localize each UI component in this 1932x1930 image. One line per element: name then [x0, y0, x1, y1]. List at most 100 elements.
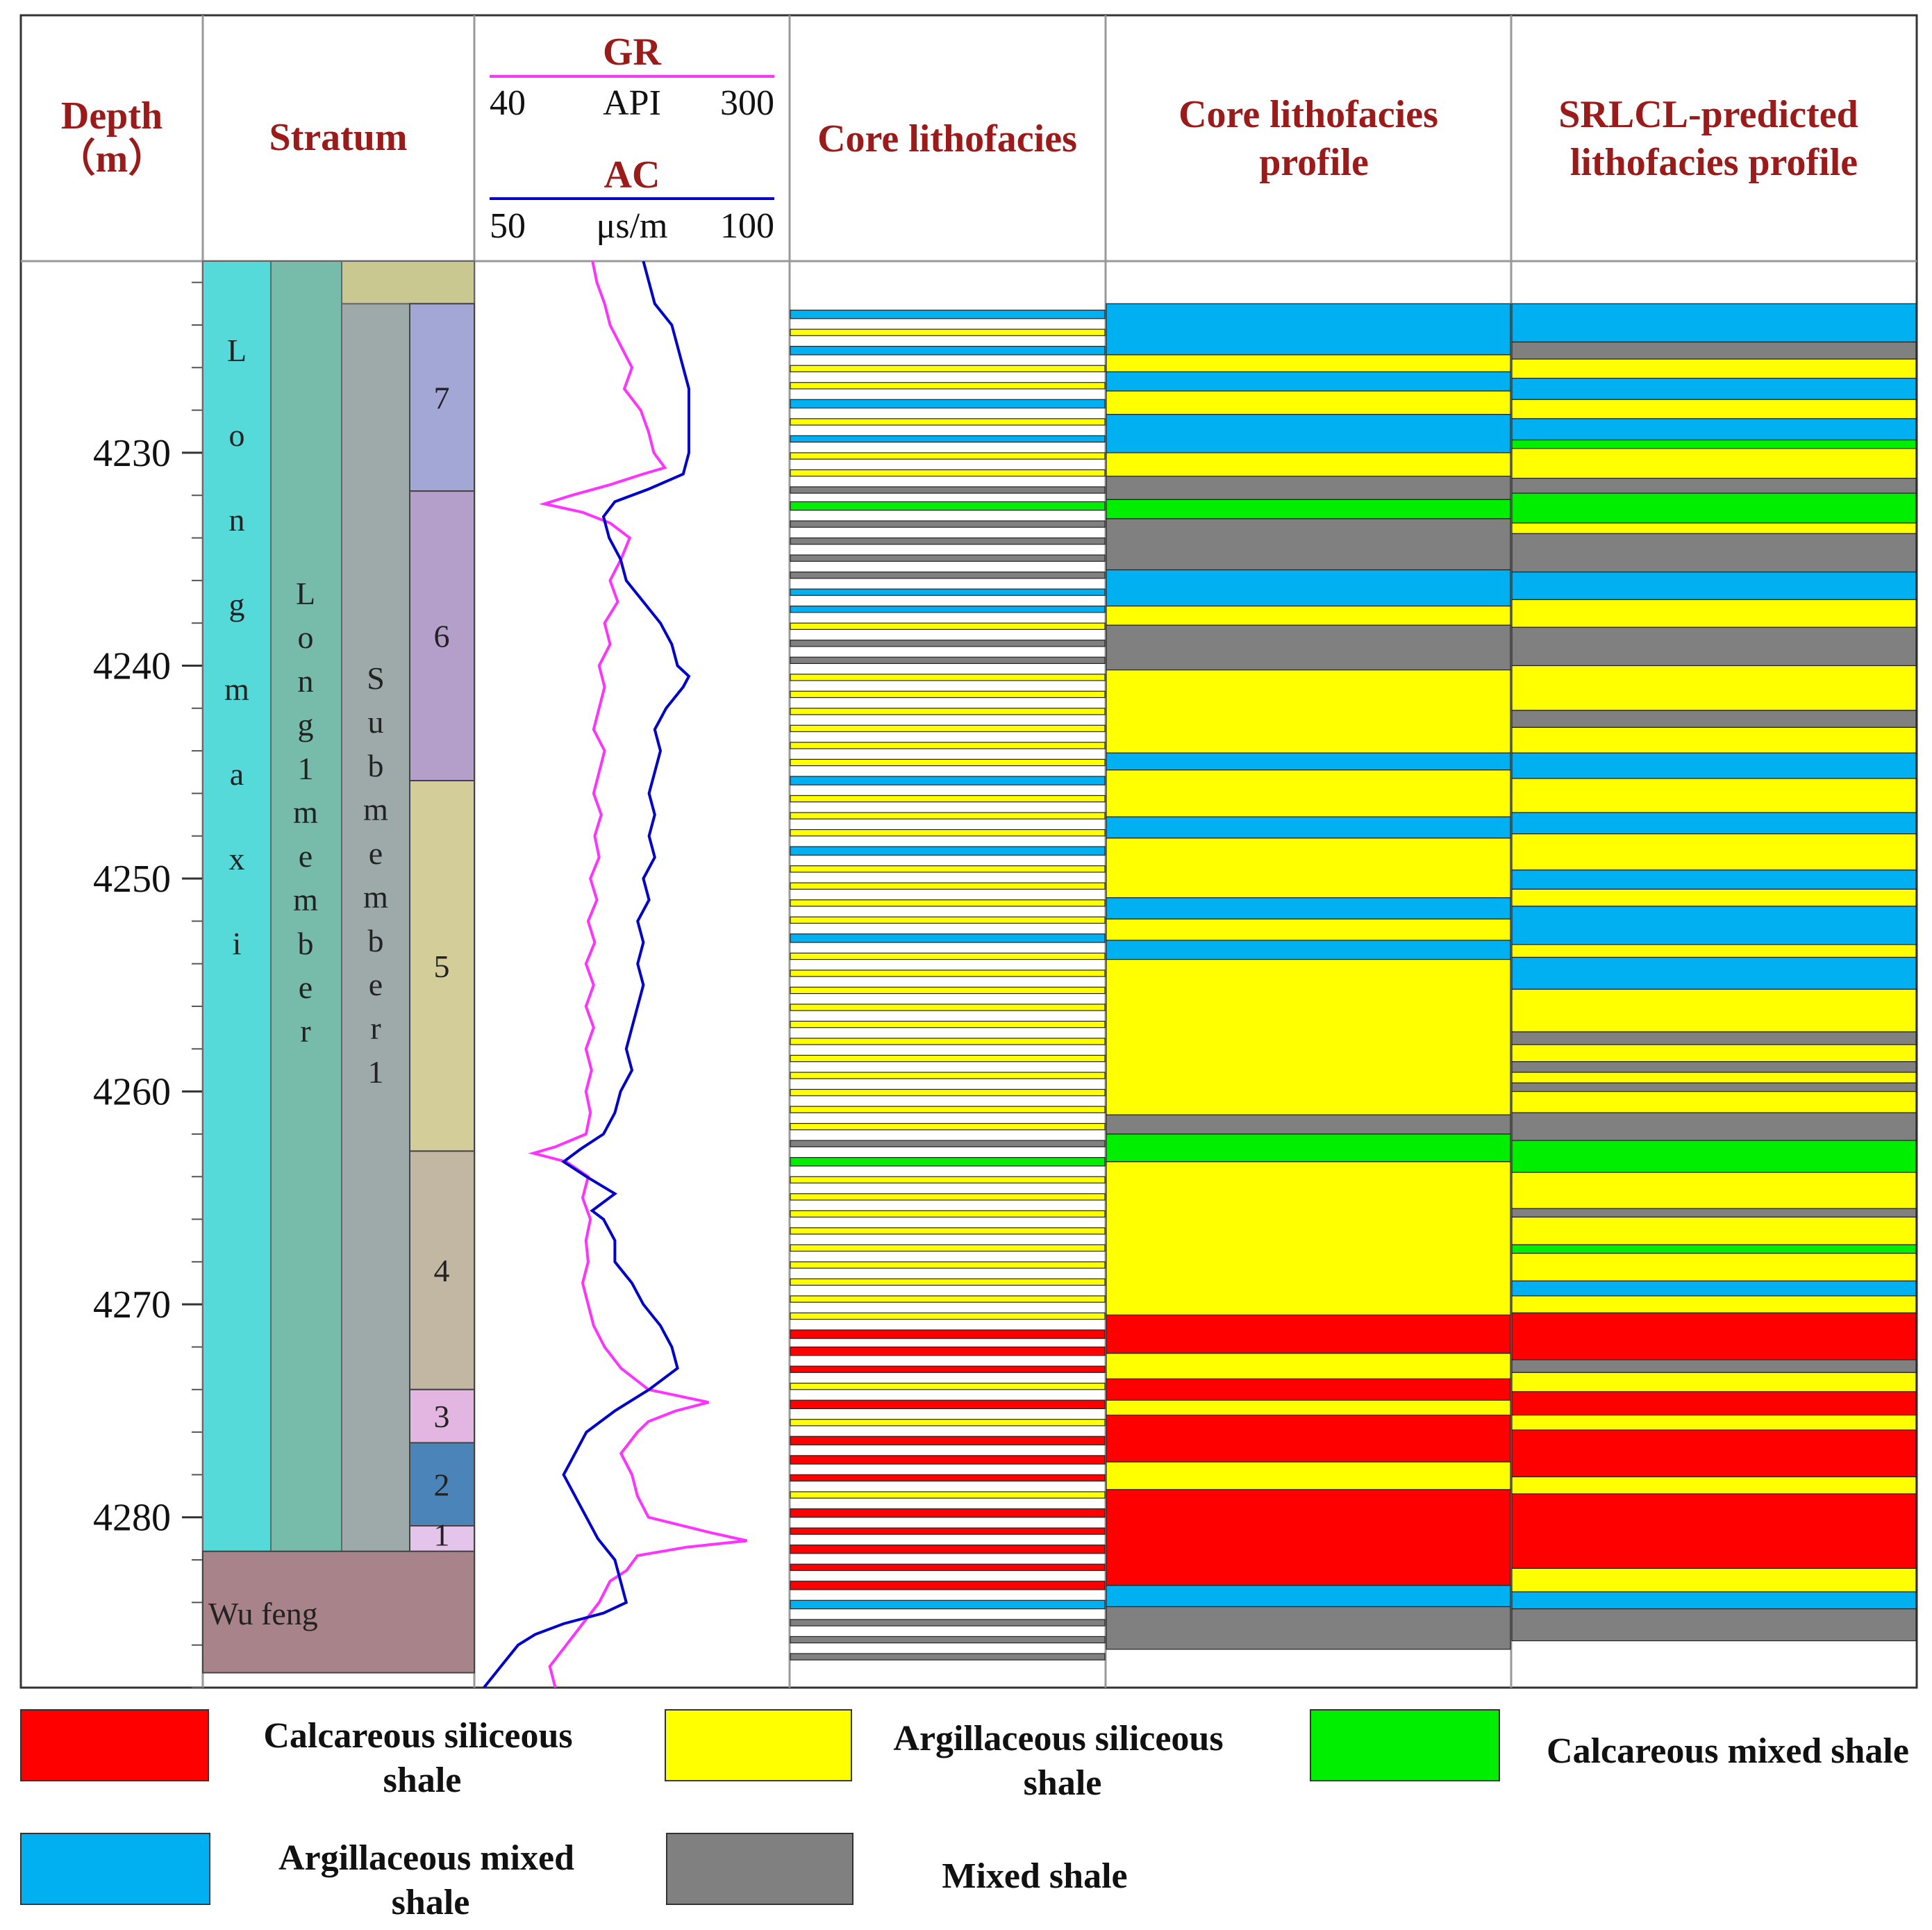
- predicted-profile-bed: [1511, 1216, 1917, 1245]
- stratum-column: 7 6 5 4 3 2 1 Wu feng L o n g m a x i L o n g 1 m e m b e r S u b m e m b…: [202, 260, 475, 1674]
- submember-1-cell: [341, 303, 410, 1552]
- predicted-profile-bed: [1511, 1295, 1917, 1314]
- core-lithofacies-bed: [790, 916, 1106, 924]
- core-lithofacies-bed: [790, 952, 1106, 960]
- stratum-unit-2: [409, 1442, 475, 1527]
- core-profile-bed: [1106, 371, 1511, 392]
- core-profile-bed: [1106, 1461, 1511, 1490]
- core-lithofacies-bed: [790, 1072, 1106, 1079]
- core-lithofacies-bed: [790, 399, 1106, 409]
- core-lithofacies-bed: [790, 520, 1106, 528]
- core-lithofacies-bed: [790, 1383, 1106, 1390]
- core-lithofacies-bed: [790, 365, 1106, 373]
- predicted-profile-bed: [1511, 626, 1917, 667]
- core-lithofacies-bed: [790, 571, 1106, 579]
- core-lithofacies-bed: [790, 776, 1106, 785]
- core-lithofacies-bed: [790, 435, 1106, 443]
- core-lithofacies-bed: [790, 1581, 1106, 1590]
- ac-unit-label: μs/m: [596, 206, 667, 246]
- ac-header: AC: [604, 153, 660, 197]
- core-profile-bed: [1106, 752, 1511, 771]
- core-profile-column: [1106, 303, 1511, 1650]
- core-lithofacies-bed: [790, 846, 1106, 856]
- predicted-profile-bed: [1511, 710, 1917, 728]
- predicted-profile-bed: [1511, 1031, 1917, 1045]
- predicted-profile-bed: [1511, 399, 1917, 419]
- core-lithofacies-bed: [790, 708, 1106, 715]
- core-lithofacies-bed: [790, 606, 1106, 613]
- legend-swatch-cms: [1310, 1709, 1500, 1781]
- stratum-header: Stratum: [269, 116, 407, 159]
- predicted-profile-bed: [1511, 906, 1917, 945]
- gr-unit-label: API: [603, 83, 661, 123]
- core-profile-bed: [1106, 1378, 1511, 1401]
- formation-wufeng-cell: [202, 1550, 475, 1674]
- predicted-profile-column: [1511, 303, 1917, 1642]
- core-lithofacies-bed: [790, 328, 1106, 336]
- core-lithofacies-bed: [790, 1140, 1106, 1147]
- depth-header-line1: Depth: [61, 94, 163, 138]
- depth-axis: 4230 4240 4250 4260 4270 4280: [93, 281, 203, 1688]
- core-lithofacies-bed: [790, 1346, 1106, 1356]
- core-lithofacies-bed: [790, 1636, 1106, 1644]
- gr-header: GR: [603, 31, 662, 74]
- stratum-unit-3: [409, 1388, 475, 1444]
- predicted-profile-bed: [1511, 1493, 1917, 1569]
- core-lithofacies-bed: [790, 346, 1106, 356]
- legend-swatch-ms: [666, 1833, 853, 1905]
- member-long1-cell: [270, 260, 342, 1552]
- core-lithofacies-bed: [790, 622, 1106, 630]
- stratum-unit-label: 3: [434, 1399, 450, 1434]
- core-lithofacies-bed: [790, 1176, 1106, 1184]
- core-profile-bed: [1106, 1414, 1511, 1463]
- core-lithofacies-bed: [790, 1545, 1106, 1554]
- core-lithofacies-bed: [790, 1038, 1106, 1045]
- core-profile-bed: [1106, 303, 1511, 356]
- predicted-profile-bed: [1511, 1208, 1917, 1218]
- core-lithofacies-bed: [790, 382, 1106, 390]
- predicted-profile-bed: [1511, 1082, 1917, 1092]
- predicted-profile-bed: [1511, 1414, 1917, 1431]
- core-lithofacies-bed: [790, 1122, 1106, 1131]
- predicted-profile-bed: [1511, 870, 1917, 890]
- core-lithofacies-bed: [790, 690, 1106, 699]
- core-lithofacies-bed: [790, 724, 1106, 733]
- core-lithofacies-bed: [790, 899, 1106, 907]
- core-profile-bed: [1106, 1585, 1511, 1608]
- core-lithofacies-column: [790, 309, 1106, 1661]
- stratum-unit-label: 5: [434, 949, 450, 984]
- core-profile-bed: [1106, 838, 1511, 899]
- core-profile-bed: [1106, 518, 1511, 571]
- gr-max-label: 300: [720, 83, 774, 123]
- core-profile-bed: [1106, 1353, 1511, 1380]
- core-profile-bed: [1106, 769, 1511, 817]
- core-profile-bed: [1106, 569, 1511, 607]
- core-profile-bed: [1106, 606, 1511, 626]
- core-profile-bed: [1106, 452, 1511, 477]
- core-lithofacies-bed: [790, 970, 1106, 977]
- predicted-profile-bed: [1511, 988, 1917, 1033]
- ac-min-label: 50: [490, 206, 526, 246]
- core-lithofacies-bed: [790, 829, 1106, 837]
- core-lithofacies-bed: [790, 640, 1106, 647]
- predicted-profile-bed: [1511, 439, 1917, 449]
- stratum-unit-7: [409, 303, 475, 492]
- predicted-profile-bed: [1511, 888, 1917, 907]
- core-lithofacies-bed: [790, 1508, 1106, 1518]
- stratum-unit-4: [409, 1150, 475, 1390]
- legend: Calcareous siliceous shale Argillaceous …: [20, 1709, 1909, 1922]
- core-lithofacies-bed: [790, 1054, 1106, 1063]
- core-lithofacies-bed: [790, 309, 1106, 319]
- core-lithofacies-bed: [790, 1004, 1106, 1011]
- core-lithofacies-bed: [790, 1419, 1106, 1426]
- core-lithofacies-bed: [790, 1455, 1106, 1465]
- core-lithofacies-bed: [790, 452, 1106, 460]
- core-lithofacies-bed: [790, 1088, 1106, 1097]
- predicted-profile-bed: [1511, 1072, 1917, 1083]
- depth-tick-label: 4230: [93, 432, 171, 475]
- core-lithofacies-bed: [790, 1474, 1106, 1482]
- stratum-unit-label: 4: [434, 1253, 450, 1288]
- core-lithofacies-bed: [790, 1244, 1106, 1252]
